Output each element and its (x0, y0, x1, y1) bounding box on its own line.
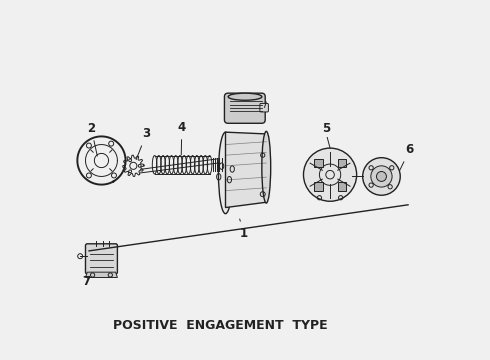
Text: 7: 7 (82, 275, 90, 288)
Text: 2: 2 (87, 122, 98, 156)
Text: 3: 3 (136, 127, 150, 160)
FancyBboxPatch shape (338, 159, 346, 167)
Polygon shape (225, 132, 266, 208)
Text: 4: 4 (178, 121, 186, 155)
Ellipse shape (219, 132, 233, 214)
Ellipse shape (262, 131, 270, 203)
Circle shape (363, 158, 400, 195)
FancyBboxPatch shape (224, 93, 265, 123)
Text: 6: 6 (400, 143, 414, 170)
Circle shape (371, 166, 392, 187)
FancyBboxPatch shape (314, 182, 322, 191)
Text: POSITIVE  ENGAGEMENT  TYPE: POSITIVE ENGAGEMENT TYPE (113, 319, 327, 332)
Polygon shape (231, 116, 259, 123)
Ellipse shape (228, 93, 262, 100)
FancyBboxPatch shape (314, 159, 322, 167)
FancyBboxPatch shape (338, 182, 346, 191)
FancyBboxPatch shape (260, 103, 269, 112)
Text: 5: 5 (322, 122, 331, 135)
FancyBboxPatch shape (85, 244, 118, 274)
Text: 1: 1 (240, 219, 248, 240)
Polygon shape (85, 272, 118, 278)
Circle shape (303, 148, 357, 201)
Circle shape (376, 171, 387, 181)
